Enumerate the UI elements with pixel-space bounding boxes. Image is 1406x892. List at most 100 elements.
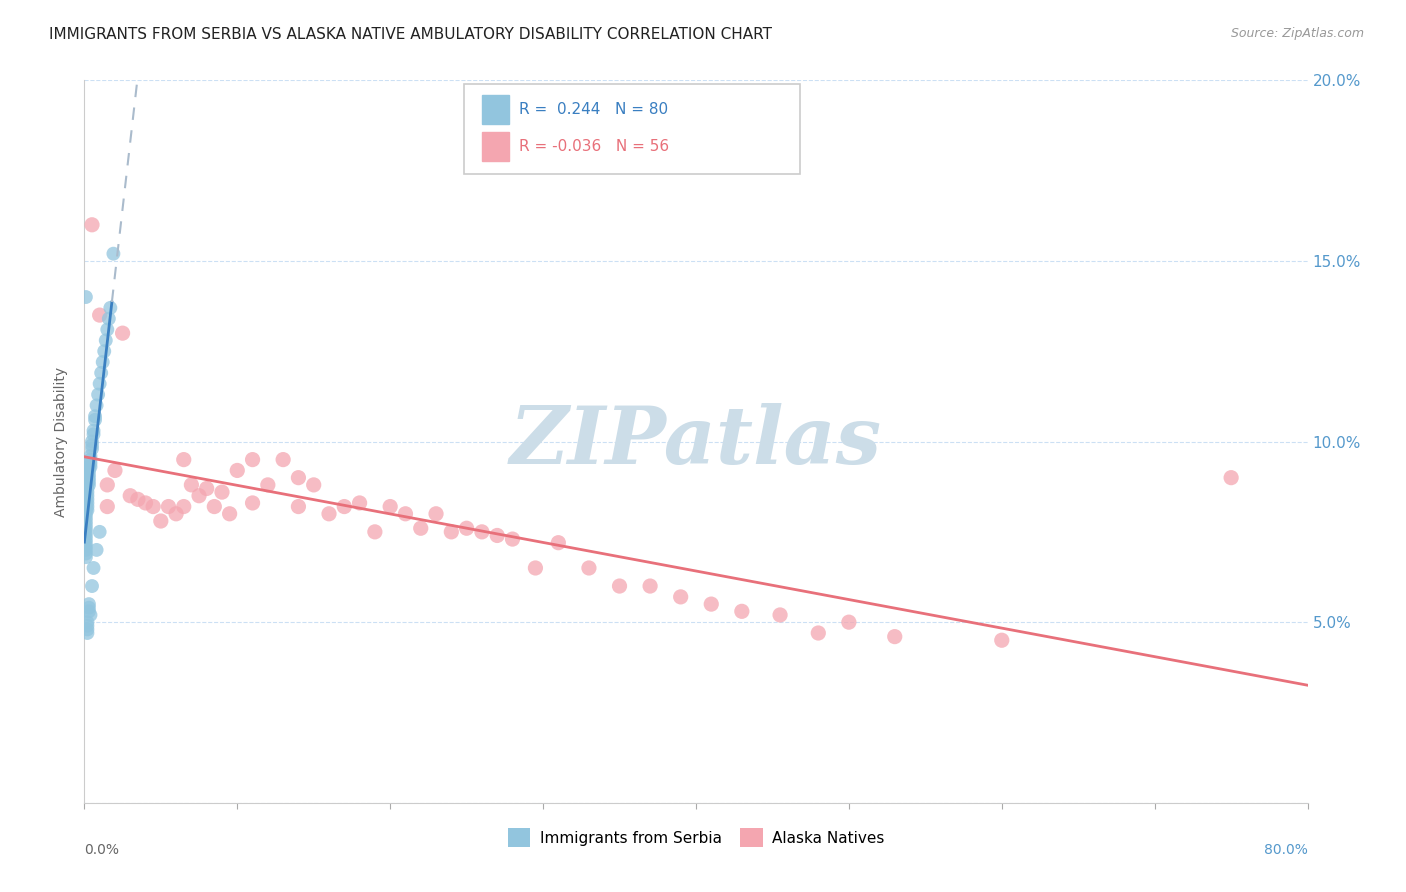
Point [173,500,195,514]
Point [302,478,325,492]
Point [80,442,103,456]
Point [76,503,98,517]
Point [73,521,96,535]
Point [75,489,97,503]
Point [87,387,110,401]
Point [83,427,105,442]
Point [89,376,111,391]
Point [73,517,96,532]
Point [218,507,240,521]
Point [77,600,100,615]
Point [380,500,402,514]
Point [75,521,97,535]
Point [79,452,101,467]
Point [76,619,98,633]
Point [93,344,115,359]
Point [471,524,494,539]
Point [838,615,860,630]
Point [96,478,118,492]
Point [226,463,249,477]
Point [80,579,103,593]
Point [333,500,356,514]
Point [394,507,416,521]
Point [883,630,905,644]
Point [364,524,387,539]
Point [104,463,127,477]
Point [456,521,478,535]
Point [76,626,98,640]
Point [75,492,97,507]
Point [180,478,202,492]
Point [80,218,103,232]
Point [73,539,96,553]
Point [75,542,97,557]
Text: R =  0.244   N = 80: R = 0.244 N = 80 [519,102,668,117]
Point [271,452,294,467]
Bar [482,95,509,124]
Point [77,467,100,481]
Point [79,456,101,470]
Point [165,507,187,521]
Point [111,326,134,340]
Text: ZIPatlas: ZIPatlas [510,403,882,480]
Point [120,489,142,503]
Point [86,542,108,557]
Point [638,579,661,593]
Text: 0.0%: 0.0% [84,843,120,856]
Point [77,604,100,618]
Point [73,514,96,528]
Point [84,413,107,427]
Point [73,510,96,524]
Point [75,496,97,510]
Point [89,308,111,322]
Point [96,500,118,514]
Point [75,547,97,561]
Legend: Immigrants from Serbia, Alaska Natives: Immigrants from Serbia, Alaska Natives [502,822,890,853]
Point [73,535,96,549]
Point [76,500,98,514]
Point [195,482,218,496]
Point [80,434,103,449]
Point [73,532,96,546]
Point [669,590,692,604]
Point [135,496,157,510]
Point [578,561,600,575]
Point [89,524,111,539]
Point [425,507,447,521]
Point [75,290,97,304]
Point [77,478,100,492]
Point [73,528,96,542]
Point [76,475,98,489]
Point [502,532,524,546]
Point [75,535,97,549]
Point [83,424,105,438]
Point [188,489,211,503]
Point [440,524,463,539]
Point [287,500,309,514]
Text: Source: ZipAtlas.com: Source: ZipAtlas.com [1230,27,1364,40]
Point [73,524,96,539]
Text: R = -0.036   N = 56: R = -0.036 N = 56 [519,139,669,154]
Point [80,438,103,452]
Point [287,471,309,485]
Point [76,492,98,507]
Point [103,246,125,260]
Point [211,485,233,500]
Point [96,322,118,336]
Point [76,485,98,500]
Point [257,478,280,492]
Point [77,475,100,489]
Point [349,496,371,510]
Point [75,524,97,539]
Point [1220,471,1243,485]
Point [242,452,264,467]
Point [86,398,108,412]
Text: 80.0%: 80.0% [1264,843,1308,856]
Point [73,507,96,521]
Point [76,471,98,485]
Point [769,607,792,622]
Point [75,528,97,542]
Point [77,463,100,477]
Point [77,471,100,485]
Point [142,500,165,514]
